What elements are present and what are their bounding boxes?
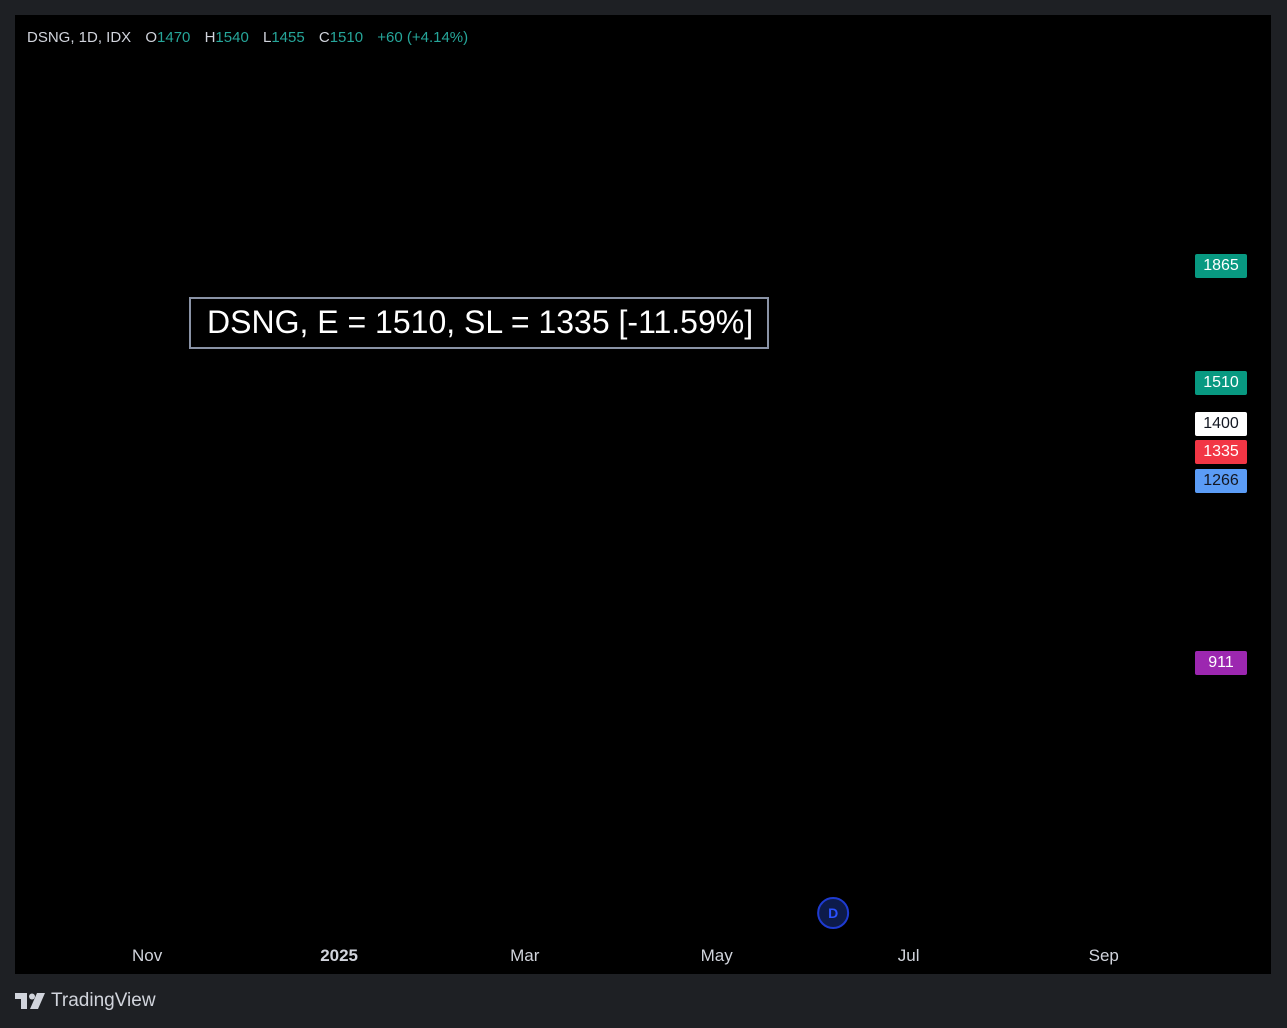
low-value: 1455 (271, 29, 305, 46)
close-label: C (318, 29, 330, 46)
x-tick-label: Jul (898, 946, 920, 965)
entry-price-tag: 1510 (1195, 371, 1247, 395)
high-label: H (204, 29, 216, 46)
x-tick-label: May (701, 946, 734, 965)
low-label: L (262, 29, 272, 46)
high-value: 1540 (215, 29, 249, 46)
x-tick-label: Mar (510, 946, 540, 965)
dividend-marker[interactable]: D (817, 897, 850, 929)
level-price-tag: 1400 (1195, 412, 1247, 436)
dividend-marker-ring (817, 897, 850, 929)
stop-price-tag: 1335 (1195, 440, 1247, 464)
ma-slow-price-tag: 911 (1195, 651, 1247, 675)
brand-name: TradingView (51, 990, 156, 1011)
x-tick-label: 2025 (320, 946, 358, 965)
close-value: 1510 (329, 29, 364, 46)
price-chart[interactable]: D580630690750830101011301600180020002200… (15, 15, 1271, 974)
trade-annotation[interactable]: DSNG, E = 1510, SL = 1335 [-11.59%] (189, 297, 770, 349)
x-tick-label: Nov (132, 946, 163, 965)
target-price-tag: 1865 (1195, 254, 1247, 278)
tradingview-icon (15, 993, 45, 1009)
x-tick-label: Sep (1089, 946, 1119, 965)
tradingview-logo[interactable]: TradingView (15, 990, 156, 1012)
open-value: 1470 (157, 29, 191, 46)
x-axis: Nov 2025 Mar May Jul Sep (132, 946, 1119, 965)
open-label: O (145, 29, 158, 46)
dividend-marker-label: D (828, 905, 838, 921)
ma-fast-price-tag: 1266 (1195, 469, 1247, 493)
symbol-info: DSNG, 1D, IDX (27, 29, 132, 46)
change-value: +60 (+4.14%) (377, 29, 469, 46)
chart-panel[interactable]: D580630690750830101011301600180020002200… (15, 15, 1271, 974)
symbol-legend: DSNG, 1D, IDX O1470 H1540 L1455 C1510 +6… (27, 29, 472, 46)
